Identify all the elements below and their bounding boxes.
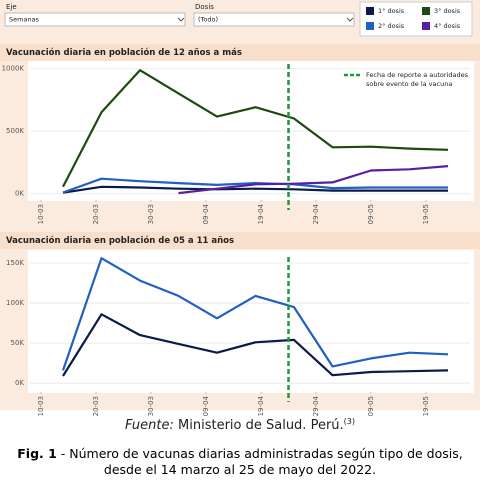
caption: Fig. 1 - Número de vacunas diarias admin…: [14, 446, 466, 478]
y-tick-label: 50K: [11, 339, 25, 347]
x-tick-label: 09-05: [367, 396, 375, 416]
legend-swatch: [366, 22, 374, 30]
dropdown-arrow: [346, 17, 354, 22]
x-tick-label: 09-05: [367, 204, 375, 224]
legend-label: 1° dosis: [378, 7, 405, 15]
x-tick-label: 20-03: [92, 396, 100, 416]
series-line: [62, 185, 448, 194]
y-tick-label: 0K: [15, 190, 24, 198]
dropdown-value: Semanas: [9, 16, 40, 24]
series-line: [62, 313, 449, 377]
source: Fuente: Ministerio de Salud. Perú.(3): [125, 417, 355, 433]
chart-title: Vacunación diaria en población de 05 a 1…: [6, 235, 234, 246]
title-bar: [0, 232, 480, 249]
dropdown-value: (Todo): [198, 16, 218, 24]
x-tick-label: 10-03: [37, 396, 45, 416]
legend-swatch: [422, 22, 430, 30]
x-tick-label: 20-03: [92, 204, 100, 224]
title-bar: [0, 44, 480, 61]
y-tick-label: 150K: [6, 259, 24, 267]
series-line: [178, 165, 449, 195]
caption-box: Fig. 1 - Número de vacunas diarias admin…: [14, 446, 466, 478]
legend-swatch: [366, 7, 374, 15]
annotation: sobre evento de la vacuna: [366, 80, 452, 88]
x-tick-label: 19-05: [422, 204, 430, 224]
series-line: [61, 257, 449, 371]
source-ref: (3): [344, 417, 355, 426]
x-tick-label: 19-04: [257, 395, 265, 416]
y-tick-label: 500K: [6, 127, 24, 135]
x-tick-label: 09-04: [202, 395, 210, 416]
caption-label: Fig. 1: [17, 446, 57, 461]
plot-bg: [28, 250, 474, 393]
caption-text: - Número de vacunas diarias administrada…: [56, 446, 463, 477]
x-tick-label: 10-03: [37, 204, 45, 224]
legend-box: [359, 1, 473, 37]
legend-label: 4° dosis: [434, 22, 461, 30]
y-tick-label: 0K: [15, 379, 24, 387]
series-line: [62, 177, 448, 194]
legend-label: 2° dosis: [378, 22, 405, 30]
legend-swatch: [422, 7, 430, 15]
y-tick-label: 1000K: [2, 64, 25, 72]
source-text: Ministerio de Salud. Perú.: [178, 418, 344, 433]
dropdown-arrow: [177, 17, 185, 22]
dropdown[interactable]: [4, 12, 186, 27]
source-label: Fuente:: [125, 418, 174, 433]
y-tick-label: 100K: [6, 299, 24, 307]
annotation: Fecha de reporte a autoridades: [366, 71, 469, 79]
chart-title: Vacunación diaria en población de 12 año…: [6, 47, 242, 58]
filter-label: Dosis: [195, 3, 214, 11]
series-line: [62, 69, 449, 188]
x-tick-label: 30-03: [147, 396, 155, 416]
legend-label: 3° dosis: [434, 7, 461, 15]
x-tick-label: 30-03: [147, 204, 155, 224]
x-tick-label: 09-04: [202, 203, 210, 224]
filter-label: Eje: [6, 3, 17, 11]
x-tick-label: 29-04: [312, 203, 320, 224]
dropdown[interactable]: [193, 12, 355, 27]
x-tick-label: 19-04: [257, 203, 265, 224]
x-tick-label: 29-04: [312, 395, 320, 416]
x-tick-label: 19-05: [422, 396, 430, 416]
